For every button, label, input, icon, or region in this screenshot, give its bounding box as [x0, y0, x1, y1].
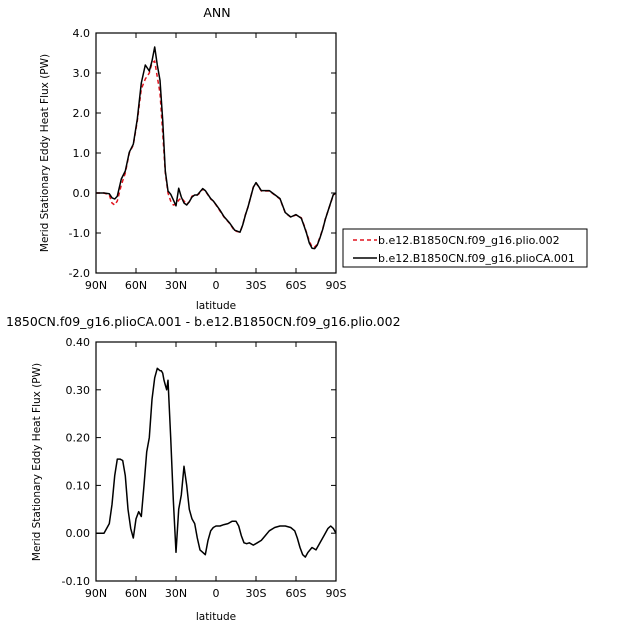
top-x-tick-label: 0 [213, 279, 220, 292]
bottom-x-tick-label: 30N [165, 587, 187, 600]
top-x-tick-label: 30S [246, 279, 267, 292]
bottom-x-tick-label: 90N [85, 587, 107, 600]
top-x-tick-label: 60N [125, 279, 147, 292]
top-plot-curves [96, 46, 337, 250]
top-y-tick-label: -2.0 [69, 267, 90, 280]
bottom-y-axis-label: Merid Stationary Eddy Heat Flux (PW) [31, 363, 43, 561]
top-x-tick-label: 60S [286, 279, 307, 292]
legend-box [342, 228, 588, 268]
top-y-tick-label: 1.0 [73, 147, 91, 160]
top-y-tick-label: -1.0 [69, 227, 90, 240]
top-y-tick-label: 4.0 [73, 27, 91, 40]
top-series-line-0 [96, 60, 337, 248]
bottom-y-tick-label: 0.10 [66, 479, 91, 492]
top-x-ticks: 90N 60N 30N 0 30S 60S 90S [85, 33, 347, 292]
bottom-x-tick-label: 60N [125, 587, 147, 600]
top-y-axis-label: Merid Stationary Eddy Heat Flux (PW) [39, 54, 51, 252]
bottom-x-tick-label: 90S [326, 587, 347, 600]
top-y-ticks: -2.0 -1.0 0.0 1.0 2.0 3.0 4.0 [69, 27, 336, 280]
top-x-tick-label: 30N [165, 279, 187, 292]
bottom-chart-title: 1850CN.f09_g16.plioCA.001 - b.e12.B1850C… [6, 314, 401, 329]
legend-label-plioca: b.e12.B1850CN.f09_g16.plioCA.001 [378, 252, 575, 265]
bottom-x-tick-label: 30S [246, 587, 267, 600]
bottom-x-tick-label: 60S [286, 587, 307, 600]
bottom-y-tick-label: 0.00 [66, 527, 91, 540]
bottom-y-tick-label: -0.10 [62, 575, 90, 588]
top-chart-title: ANN [203, 5, 230, 20]
top-plot-frame [95, 32, 337, 274]
top-x-axis-label: latitude [196, 300, 236, 312]
bottom-y-ticks: -0.10 0.00 0.10 0.20 0.30 0.40 [62, 336, 336, 588]
legend-label-plio: b.e12.B1850CN.f09_g16.plio.002 [378, 234, 560, 247]
bottom-y-tick-label: 0.30 [66, 384, 91, 397]
top-x-tick-label: 90S [326, 279, 347, 292]
bottom-x-tick-label: 0 [213, 587, 220, 600]
bottom-y-tick-label: 0.20 [66, 432, 91, 445]
bottom-y-tick-label: 0.40 [66, 336, 91, 349]
bottom-x-ticks: 90N 60N 30N 0 30S 60S 90S [85, 342, 347, 600]
top-y-tick-label: 3.0 [73, 67, 91, 80]
top-x-tick-label: 90N [85, 279, 107, 292]
top-panel: ANN -2.0 -1.0 0.0 1.0 2.0 3.0 4.0 90N 60N 30N 0 30… [39, 5, 588, 312]
legend: b.e12.B1850CN.f09_g16.plio.002 b.e12.B18… [342, 228, 588, 268]
top-y-tick-label: 2.0 [73, 107, 91, 120]
bottom-x-axis-label: latitude [196, 611, 236, 623]
bottom-panel: 1850CN.f09_g16.plioCA.001 - b.e12.B1850C… [6, 314, 401, 623]
bottom-series-line-0 [96, 367, 337, 558]
top-y-tick-label: 0.0 [73, 187, 91, 200]
top-series-line-1 [96, 46, 337, 250]
bottom-plot-curves [96, 367, 337, 558]
